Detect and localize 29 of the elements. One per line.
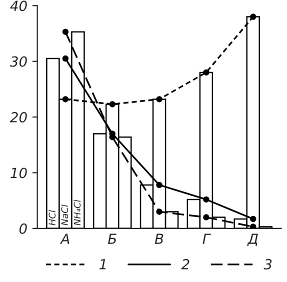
point — [250, 14, 256, 20]
y-tick-label: 0 — [19, 223, 27, 234]
x-tick-label: Б — [108, 234, 116, 244]
x-tick-label: В — [154, 234, 164, 244]
point — [250, 224, 256, 228]
point — [156, 208, 162, 215]
y-tick-label: 10 — [10, 168, 27, 178]
point — [62, 55, 69, 62]
y-tick-label: 40 — [10, 0, 27, 12]
point — [250, 216, 256, 222]
point — [62, 96, 69, 102]
legend-label: 1 — [99, 259, 106, 270]
series-label: NH₄Cl — [74, 200, 81, 226]
x-tick-label: А — [60, 234, 70, 244]
point — [156, 96, 162, 102]
point — [109, 101, 116, 108]
series-label: HCl — [48, 210, 56, 226]
legend-label: 3 — [264, 258, 272, 270]
y-tick-label: 30 — [10, 56, 27, 67]
point — [156, 182, 162, 188]
series-label: NaCl — [61, 204, 68, 226]
legend-label: 2 — [181, 258, 190, 270]
x-tick-label: Д — [247, 234, 258, 246]
y-tick-label: 20 — [10, 112, 27, 123]
point — [203, 69, 210, 76]
point — [203, 196, 210, 203]
point — [62, 28, 69, 35]
point — [203, 214, 210, 220]
x-tick-label: Г — [202, 234, 211, 244]
